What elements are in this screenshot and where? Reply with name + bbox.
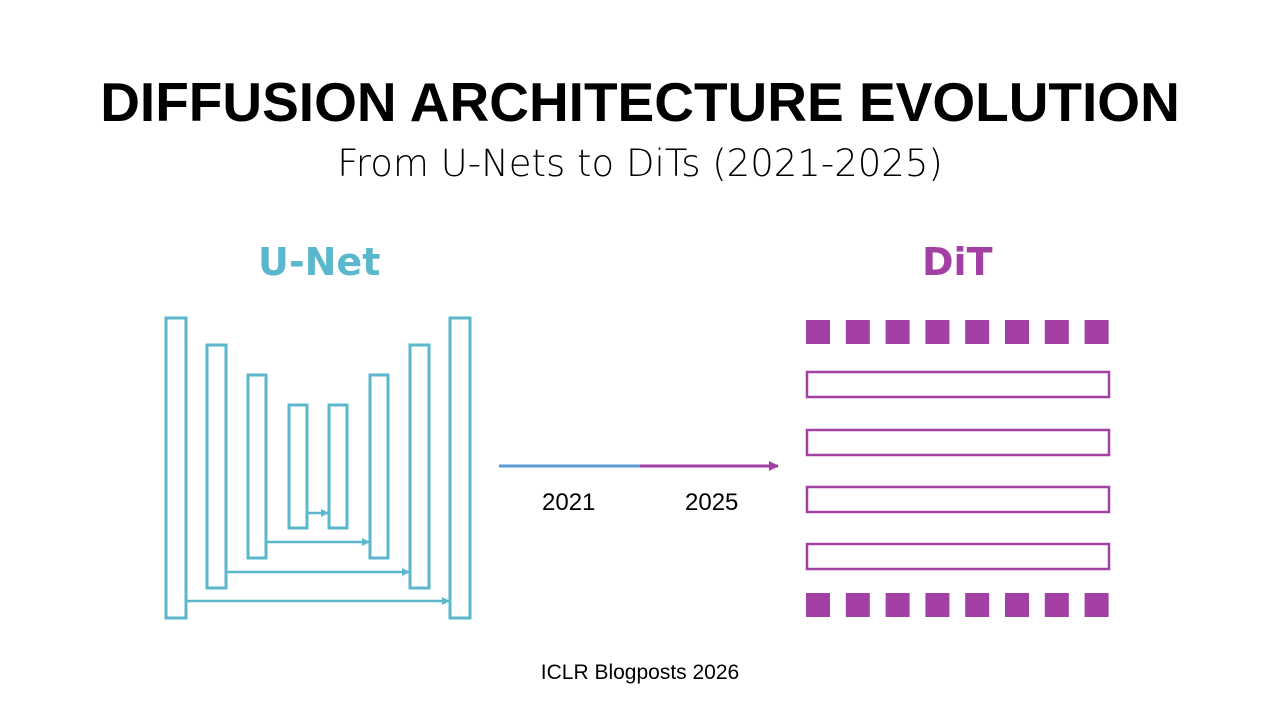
dit-output-token xyxy=(965,593,990,617)
dit-input-token xyxy=(806,320,830,344)
dit-input-token xyxy=(885,320,910,344)
unet-encoder-block xyxy=(205,343,228,590)
dit-transformer-block xyxy=(805,428,1111,457)
dit-output-token xyxy=(925,593,950,617)
dit-input-token xyxy=(845,320,870,344)
dit-input-token xyxy=(1044,320,1069,344)
dit-transformer-block xyxy=(805,485,1111,514)
dit-output-token xyxy=(885,593,910,617)
unet-encoder-block xyxy=(246,373,268,560)
unet-decoder-block xyxy=(448,316,472,620)
timeline-start-year: 2021 xyxy=(542,489,596,516)
unet-label: U-Net xyxy=(258,240,381,284)
timeline-end-year: 2025 xyxy=(685,489,739,516)
page-subtitle: From U-Nets to DiTs (2021-2025) xyxy=(337,142,943,185)
dit-input-token xyxy=(1005,320,1029,344)
unet-encoder-block xyxy=(287,403,309,530)
unet-encoder-block xyxy=(164,316,188,620)
unet-decoder-block xyxy=(408,343,431,590)
dit-transformer-block xyxy=(805,542,1111,571)
dit-output-token xyxy=(1044,593,1069,617)
dit-transformer-block xyxy=(805,370,1111,399)
dit-output-token xyxy=(845,593,870,617)
dit-output-token xyxy=(1084,593,1109,617)
unet-decoder-block xyxy=(327,403,349,530)
page-title: DIFFUSION ARCHITECTURE EVOLUTION xyxy=(100,71,1180,133)
dit-output-token xyxy=(806,593,830,617)
dit-input-token xyxy=(965,320,990,344)
dit-input-token xyxy=(925,320,950,344)
dit-output-token xyxy=(1005,593,1029,617)
dit-label: DiT xyxy=(922,240,993,284)
dit-input-token xyxy=(1084,320,1109,344)
footer-text: ICLR Blogposts 2026 xyxy=(540,661,740,684)
unet-decoder-block xyxy=(368,373,390,560)
